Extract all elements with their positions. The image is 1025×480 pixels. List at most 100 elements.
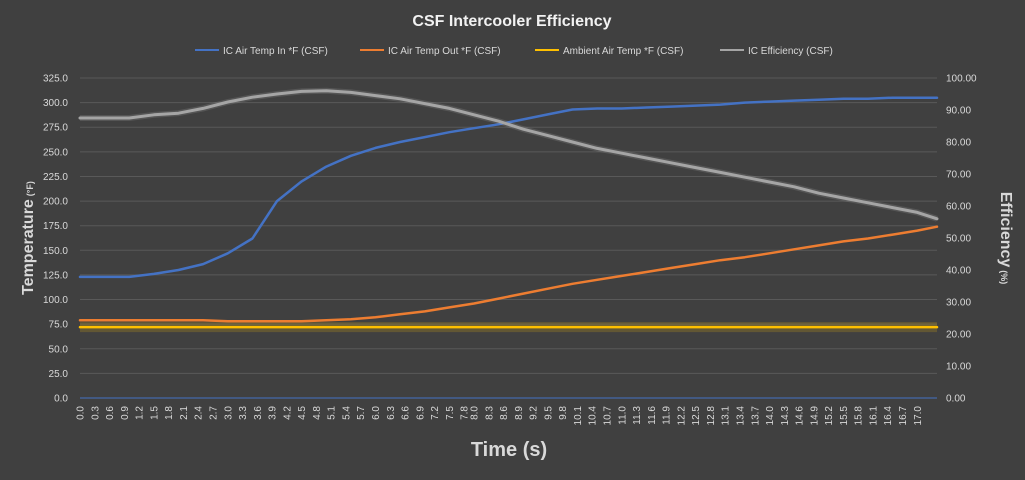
x-tick-label: 1.8 bbox=[164, 406, 175, 420]
legend-entry: IC Efficiency (CSF) bbox=[748, 46, 833, 57]
x-tick-label: 16.4 bbox=[883, 406, 894, 426]
y-tick-label: 150.0 bbox=[43, 246, 68, 257]
x-tick-label: 11.9 bbox=[662, 406, 673, 425]
y-tick-label: 275.0 bbox=[43, 123, 68, 134]
x-axis-ticks: 0.0 0.3 0.6 0.9 1.2 1.5 1.8 2.1 2.4 2.7 3.0 3.3 3.6 3… bbox=[76, 406, 924, 426]
y-tick-label: 0.0 bbox=[54, 394, 68, 405]
x-tick-label: 7.2 bbox=[430, 406, 441, 420]
y-tick-label: 250.0 bbox=[43, 147, 68, 158]
x-tick-label: 9.8 bbox=[558, 406, 569, 420]
x-tick-label: 3.6 bbox=[253, 406, 264, 420]
x-tick-label: 8.9 bbox=[514, 406, 525, 420]
x-tick-label: 8.3 bbox=[484, 406, 495, 420]
series-line-3 bbox=[78, 89, 939, 221]
y-axis-right-ticks: 0.00 10.00 20.00 30.00 40.00 50.00 60.00 70.00 8… bbox=[946, 74, 977, 405]
x-tick-label: 8.0 bbox=[470, 406, 481, 420]
y-tick-label: 225.0 bbox=[43, 172, 68, 183]
x-tick-label: 5.4 bbox=[341, 406, 352, 420]
chart-title: CSF Intercooler Efficiency bbox=[412, 13, 611, 30]
y2-tick-label: 30.00 bbox=[946, 298, 971, 309]
legend: IC Air Temp In *F (CSF) IC Air Temp Out *… bbox=[195, 46, 833, 57]
x-tick-label: 6.9 bbox=[415, 406, 426, 420]
x-tick-label: 14.9 bbox=[809, 406, 820, 426]
x-tick-label: 12.8 bbox=[706, 406, 717, 426]
x-tick-label: 7.8 bbox=[460, 406, 471, 420]
y-tick-label: 25.0 bbox=[49, 369, 69, 380]
y-tick-label: 300.0 bbox=[43, 98, 68, 109]
x-tick-label: 16.1 bbox=[868, 406, 879, 426]
y-axis-title-text: Temperature bbox=[20, 199, 37, 295]
x-tick-label: 6.3 bbox=[386, 406, 397, 420]
series-glow-efficiency bbox=[80, 87, 938, 222]
y-tick-label: 100.0 bbox=[43, 295, 68, 306]
x-tick-label: 13.7 bbox=[750, 406, 761, 426]
y-tick-label: 200.0 bbox=[43, 197, 68, 208]
x-tick-label: 13.4 bbox=[735, 406, 746, 426]
x-tick-label: 11.0 bbox=[617, 406, 628, 425]
x-tick-label: 0.9 bbox=[120, 406, 131, 420]
x-tick-label: 5.7 bbox=[356, 406, 367, 420]
x-tick-label: 14.3 bbox=[780, 406, 791, 426]
x-tick-label: 1.5 bbox=[149, 406, 160, 420]
legend-entry: IC Air Temp In *F (CSF) bbox=[223, 46, 328, 57]
x-tick-label: 0.3 bbox=[90, 406, 101, 420]
y2-axis-unit: (%) bbox=[999, 270, 1009, 284]
y2-tick-label: 80.00 bbox=[946, 138, 971, 149]
x-tick-label: 1.2 bbox=[135, 406, 146, 420]
x-tick-label: 14.6 bbox=[795, 406, 806, 426]
x-tick-label: 8.6 bbox=[499, 406, 510, 420]
x-tick-label: 16.7 bbox=[898, 406, 909, 426]
x-tick-label: 12.5 bbox=[691, 406, 702, 426]
y-tick-label: 50.0 bbox=[49, 344, 69, 355]
y2-tick-label: 100.00 bbox=[946, 74, 977, 85]
legend-entry: IC Air Temp Out *F (CSF) bbox=[388, 46, 501, 57]
x-tick-label: 13.1 bbox=[721, 406, 732, 426]
y-axis-left-ticks: 0.0 25.0 50.0 75.0 100.0 125.0 150.0 175.0 200.0… bbox=[43, 74, 68, 405]
x-tick-label: 10.1 bbox=[573, 406, 584, 426]
x-tick-label: 6.0 bbox=[371, 406, 382, 420]
x-tick-label: 4.2 bbox=[282, 406, 293, 420]
x-tick-label: 3.9 bbox=[268, 406, 279, 420]
y2-tick-label: 50.00 bbox=[946, 234, 971, 245]
y-tick-label: 75.0 bbox=[49, 320, 69, 331]
y2-tick-label: 40.00 bbox=[946, 266, 971, 277]
y-tick-label: 125.0 bbox=[43, 270, 68, 281]
y2-tick-label: 70.00 bbox=[946, 170, 971, 181]
x-tick-label: 15.5 bbox=[839, 406, 850, 426]
x-tick-label: 9.2 bbox=[529, 406, 540, 420]
y2-tick-label: 90.00 bbox=[946, 106, 971, 117]
x-tick-label: 2.1 bbox=[179, 406, 190, 420]
x-axis-title: Time (s) bbox=[471, 439, 547, 461]
x-tick-label: 6.6 bbox=[401, 406, 412, 420]
x-tick-label: 0.6 bbox=[105, 406, 116, 420]
x-tick-label: 7.5 bbox=[445, 406, 456, 420]
x-tick-label: 12.2 bbox=[676, 406, 687, 426]
x-tick-label: 4.5 bbox=[297, 406, 308, 420]
x-tick-label: 0.0 bbox=[76, 406, 87, 420]
x-tick-label: 17.0 bbox=[913, 406, 924, 426]
y2-tick-label: 10.00 bbox=[946, 362, 971, 373]
y-tick-label: 325.0 bbox=[43, 74, 68, 85]
x-tick-label: 11.3 bbox=[632, 406, 643, 425]
y-axis-unit: (°F) bbox=[25, 181, 35, 196]
x-tick-label: 5.1 bbox=[327, 406, 338, 420]
x-tick-label: 15.8 bbox=[854, 406, 865, 426]
x-tick-label: 4.8 bbox=[312, 406, 323, 420]
series-group bbox=[78, 87, 939, 333]
x-tick-label: 10.7 bbox=[603, 406, 614, 426]
x-tick-label: 15.2 bbox=[824, 406, 835, 426]
x-tick-label: 14.0 bbox=[765, 406, 776, 426]
series-line-1 bbox=[78, 225, 939, 323]
y-axis-title: Temperature (°F) bbox=[20, 181, 37, 295]
x-tick-label: 3.3 bbox=[238, 406, 249, 420]
x-tick-label: 9.5 bbox=[543, 406, 554, 420]
gridlines bbox=[80, 77, 937, 399]
y2-tick-label: 20.00 bbox=[946, 330, 971, 341]
x-tick-label: 3.0 bbox=[223, 406, 234, 420]
y2-axis-title: Efficiency (%) bbox=[997, 192, 1014, 285]
x-tick-label: 10.4 bbox=[588, 406, 599, 426]
legend-entry: Ambient Air Temp *F (CSF) bbox=[563, 46, 683, 57]
y2-tick-label: 60.00 bbox=[946, 202, 971, 213]
